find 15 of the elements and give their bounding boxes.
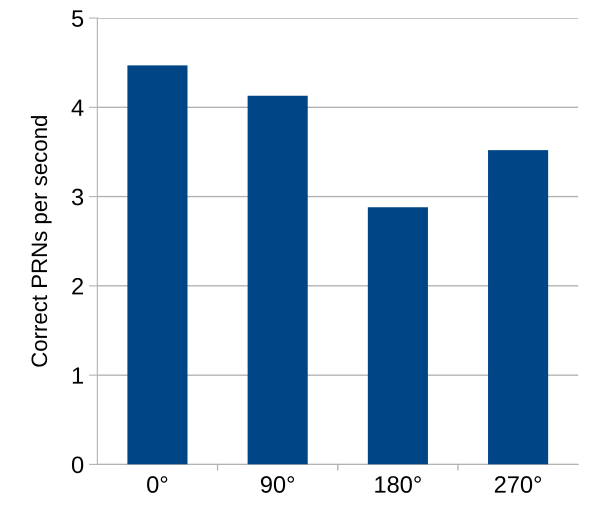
y-tick-label: 1 <box>72 367 84 384</box>
y-axis-title: Correct PRNs per second <box>30 116 52 367</box>
x-tick-label: 270° <box>494 476 542 493</box>
y-tick-label: 3 <box>72 188 84 206</box>
bar <box>127 65 188 464</box>
y-tick-label: 0 <box>72 456 84 474</box>
bar <box>248 96 308 464</box>
bar <box>488 150 548 464</box>
y-tick-label: 4 <box>72 100 84 116</box>
y-tick-label: 5 <box>72 10 84 27</box>
x-tick-label: 180° <box>375 476 421 493</box>
x-tick-label: 0° <box>147 476 168 493</box>
bar <box>368 207 428 464</box>
x-tick-label: 90° <box>260 476 294 493</box>
y-tick-label: 2 <box>72 278 83 294</box>
